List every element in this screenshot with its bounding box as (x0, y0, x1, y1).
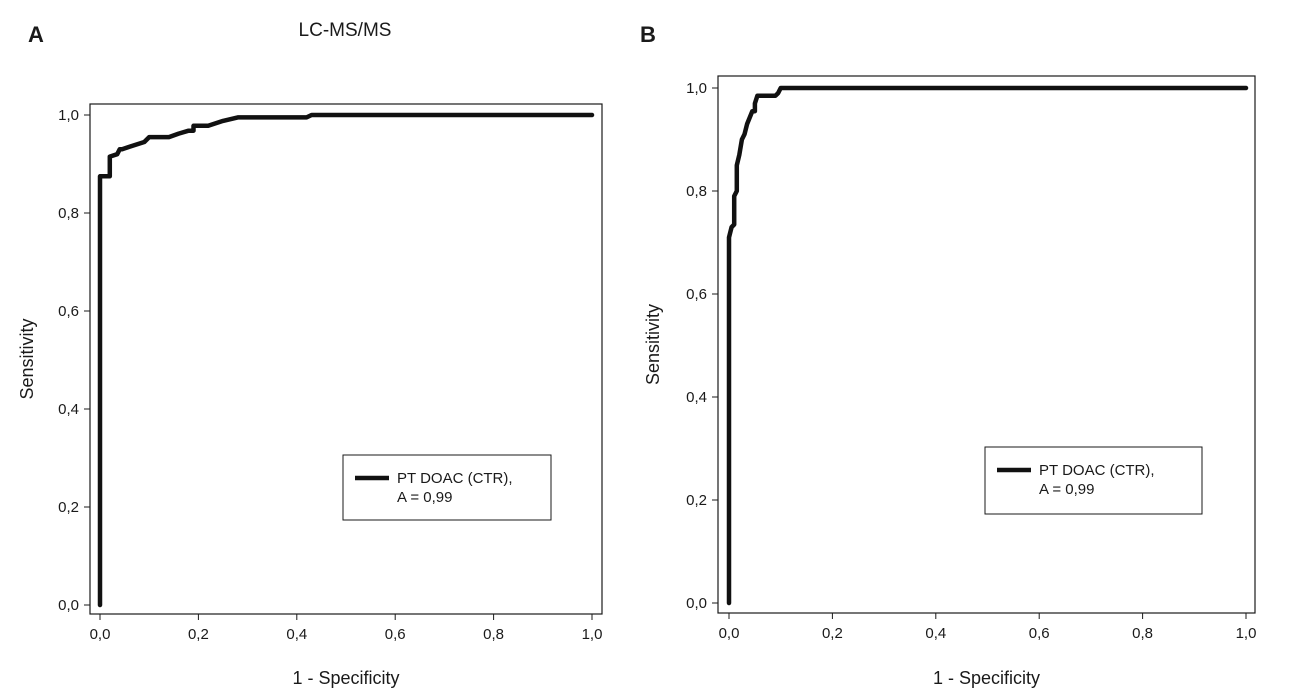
panel-a-roc-curve-1 (97, 112, 595, 608)
panel-a-legend-line-1: PT DOAC (CTR), (397, 470, 513, 487)
panel-b-y-tick-label: 1,0 (686, 80, 707, 97)
panel-a-x-tick-label: 1,0 (582, 626, 603, 643)
panel-b-y-axis-title: Sensitivity (643, 304, 663, 385)
panel-a-y-axis-title: Sensitivity (17, 318, 37, 399)
panel-a-x-tick-label: 0,8 (483, 626, 504, 643)
panel-a-x-axis-title: 1 - Specificity (292, 668, 399, 688)
panel-a-y-tick-label: 0,0 (58, 597, 79, 614)
panel-a-y-tick-label: 0,4 (58, 401, 79, 418)
panel-b-y-tick-label: 0,4 (686, 389, 707, 406)
panel-a-x-tick-label: 0,6 (385, 626, 406, 643)
panel-a-title: LC-MS/MS (299, 20, 392, 41)
panel-b-x-axis-title: 1 - Specificity (933, 668, 1040, 688)
panel-b-label: B (640, 22, 656, 47)
panel-a-y-tick-label: 1,0 (58, 107, 79, 124)
panel-a-y-tick-label: 0,6 (58, 303, 79, 320)
panel-b-x-tick-label: 0,0 (719, 625, 740, 642)
panel-a-plot-frame (89, 103, 603, 615)
panel-a-legend-line-2: A = 0,99 (397, 489, 452, 506)
panel-b-legend-line-1: PT DOAC (CTR), (1039, 462, 1155, 479)
panel-b-y-tick-label: 0,2 (686, 492, 707, 509)
panel-a-x-tick-label: 0,4 (286, 626, 307, 643)
panel-a-label: A (28, 22, 44, 47)
panel-b-x-tick-label: 0,6 (1029, 625, 1050, 642)
panel-a-y-tick-label: 0,8 (58, 205, 79, 222)
panel-b-x-tick-label: 0,8 (1132, 625, 1153, 642)
panel-a-x-tick-label: 0,2 (188, 626, 209, 643)
panel-b-y-tick-label: 0,0 (686, 595, 707, 612)
panel-b-y-tick-label: 0,8 (686, 183, 707, 200)
panel-a-legend-box (342, 454, 552, 521)
panel-b-x-tick-label: 0,4 (925, 625, 946, 642)
panel-a-x-tick-label: 0,0 (90, 626, 111, 643)
panel-b-y-tick-label: 0,6 (686, 286, 707, 303)
panel-b-x-tick-label: 0,2 (822, 625, 843, 642)
panel-b-roc-curve-1 (726, 85, 1249, 606)
panel-b-legend-box (984, 446, 1203, 515)
panel-b-legend-line-2: A = 0,99 (1039, 481, 1094, 498)
panel-b-plot-frame (717, 75, 1256, 614)
panel-a-y-tick-label: 0,2 (58, 499, 79, 516)
panel-b-x-tick-label: 1,0 (1236, 625, 1257, 642)
